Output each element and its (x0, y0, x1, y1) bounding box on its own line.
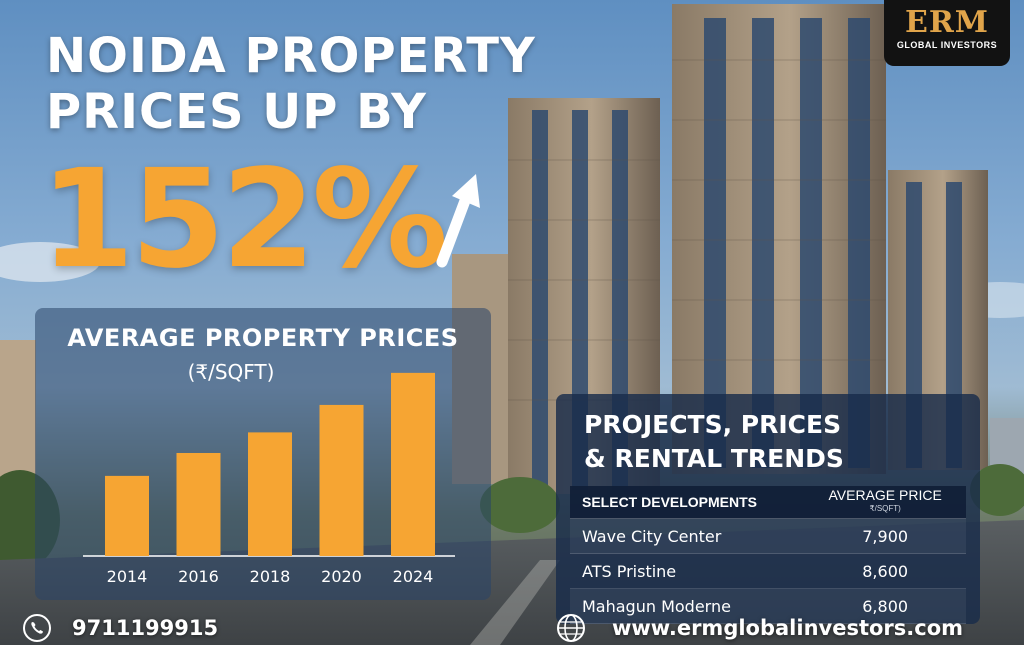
logo-tagline: GLOBAL INVESTORS (896, 40, 998, 50)
bar-2014 (105, 475, 149, 556)
table-title-line-1: PROJECTS, PRICES (584, 410, 842, 439)
header-average-price-label: AVERAGE PRICE (828, 487, 942, 503)
bar-2018 (248, 432, 292, 556)
up-arrow-icon (436, 174, 480, 268)
headline-line-1: NOIDA PROPERTY (46, 28, 536, 84)
website-url[interactable]: www.ermglobalinvestors.com (612, 616, 964, 640)
project-name: Mahagun Moderne (570, 588, 805, 624)
projects-table-card: PROJECTS, PRICES & RENTAL TRENDS SELECT … (556, 394, 980, 624)
phone-contact[interactable]: 9711199915 (22, 612, 218, 644)
table-header-row: SELECT DEVELOPMENTS AVERAGE PRICE ₹/SQFT… (570, 486, 966, 519)
x-tick-label-2016: 2016 (178, 567, 219, 586)
chart-unit: (₹/SQFT) (187, 360, 275, 384)
headline-line-2: PRICES UP BY (46, 84, 427, 140)
header-average-price: AVERAGE PRICE ₹/SQFT) (804, 486, 966, 519)
x-tick-label-2014: 2014 (107, 567, 148, 586)
project-price: 6,800 (804, 588, 966, 624)
bar-2024 (391, 372, 435, 556)
table-row: Mahagun Moderne 6,800 (570, 588, 966, 624)
growth-percentage: 152% (40, 141, 448, 299)
table-title-line-2: & RENTAL TRENDS (584, 444, 844, 473)
phone-icon (23, 614, 51, 642)
chart-title: AVERAGE PROPERTY PRICES (67, 324, 459, 352)
x-tick-label-2024: 2024 (393, 567, 434, 586)
projects-table: SELECT DEVELOPMENTS AVERAGE PRICE ₹/SQFT… (570, 486, 966, 624)
bar-2020 (319, 404, 364, 556)
headline: NOIDA PROPERTY PRICES UP BY (46, 28, 536, 140)
phone-number[interactable]: 9711199915 (72, 616, 219, 640)
x-tick-label-2020: 2020 (321, 567, 362, 586)
header-price-unit: ₹/SQFT) (869, 504, 901, 513)
project-price: 8,600 (804, 553, 966, 589)
bar-2016 (176, 452, 221, 556)
website-contact[interactable]: www.ermglobalinvestors.com (556, 612, 963, 644)
header-developments: SELECT DEVELOPMENTS (570, 486, 805, 519)
price-chart-card: AVERAGE PROPERTY PRICES (₹/SQFT) 2014 201… (35, 308, 491, 600)
brand-logo: ERM GLOBAL INVESTORS (884, 0, 1010, 66)
table-title: PROJECTS, PRICES & RENTAL TRENDS (584, 408, 844, 476)
logo-mark: ERM (904, 5, 989, 40)
project-price: 7,900 (804, 518, 966, 554)
table-row: ATS Pristine 8,600 (570, 553, 966, 589)
project-name: Wave City Center (570, 518, 805, 554)
bar-chart: 2014 2016 2018 2020 2024 (83, 372, 455, 586)
table-row: Wave City Center 7,900 (570, 518, 966, 554)
project-name: ATS Pristine (570, 553, 805, 589)
globe-icon (557, 614, 585, 642)
x-tick-label-2018: 2018 (250, 567, 291, 586)
